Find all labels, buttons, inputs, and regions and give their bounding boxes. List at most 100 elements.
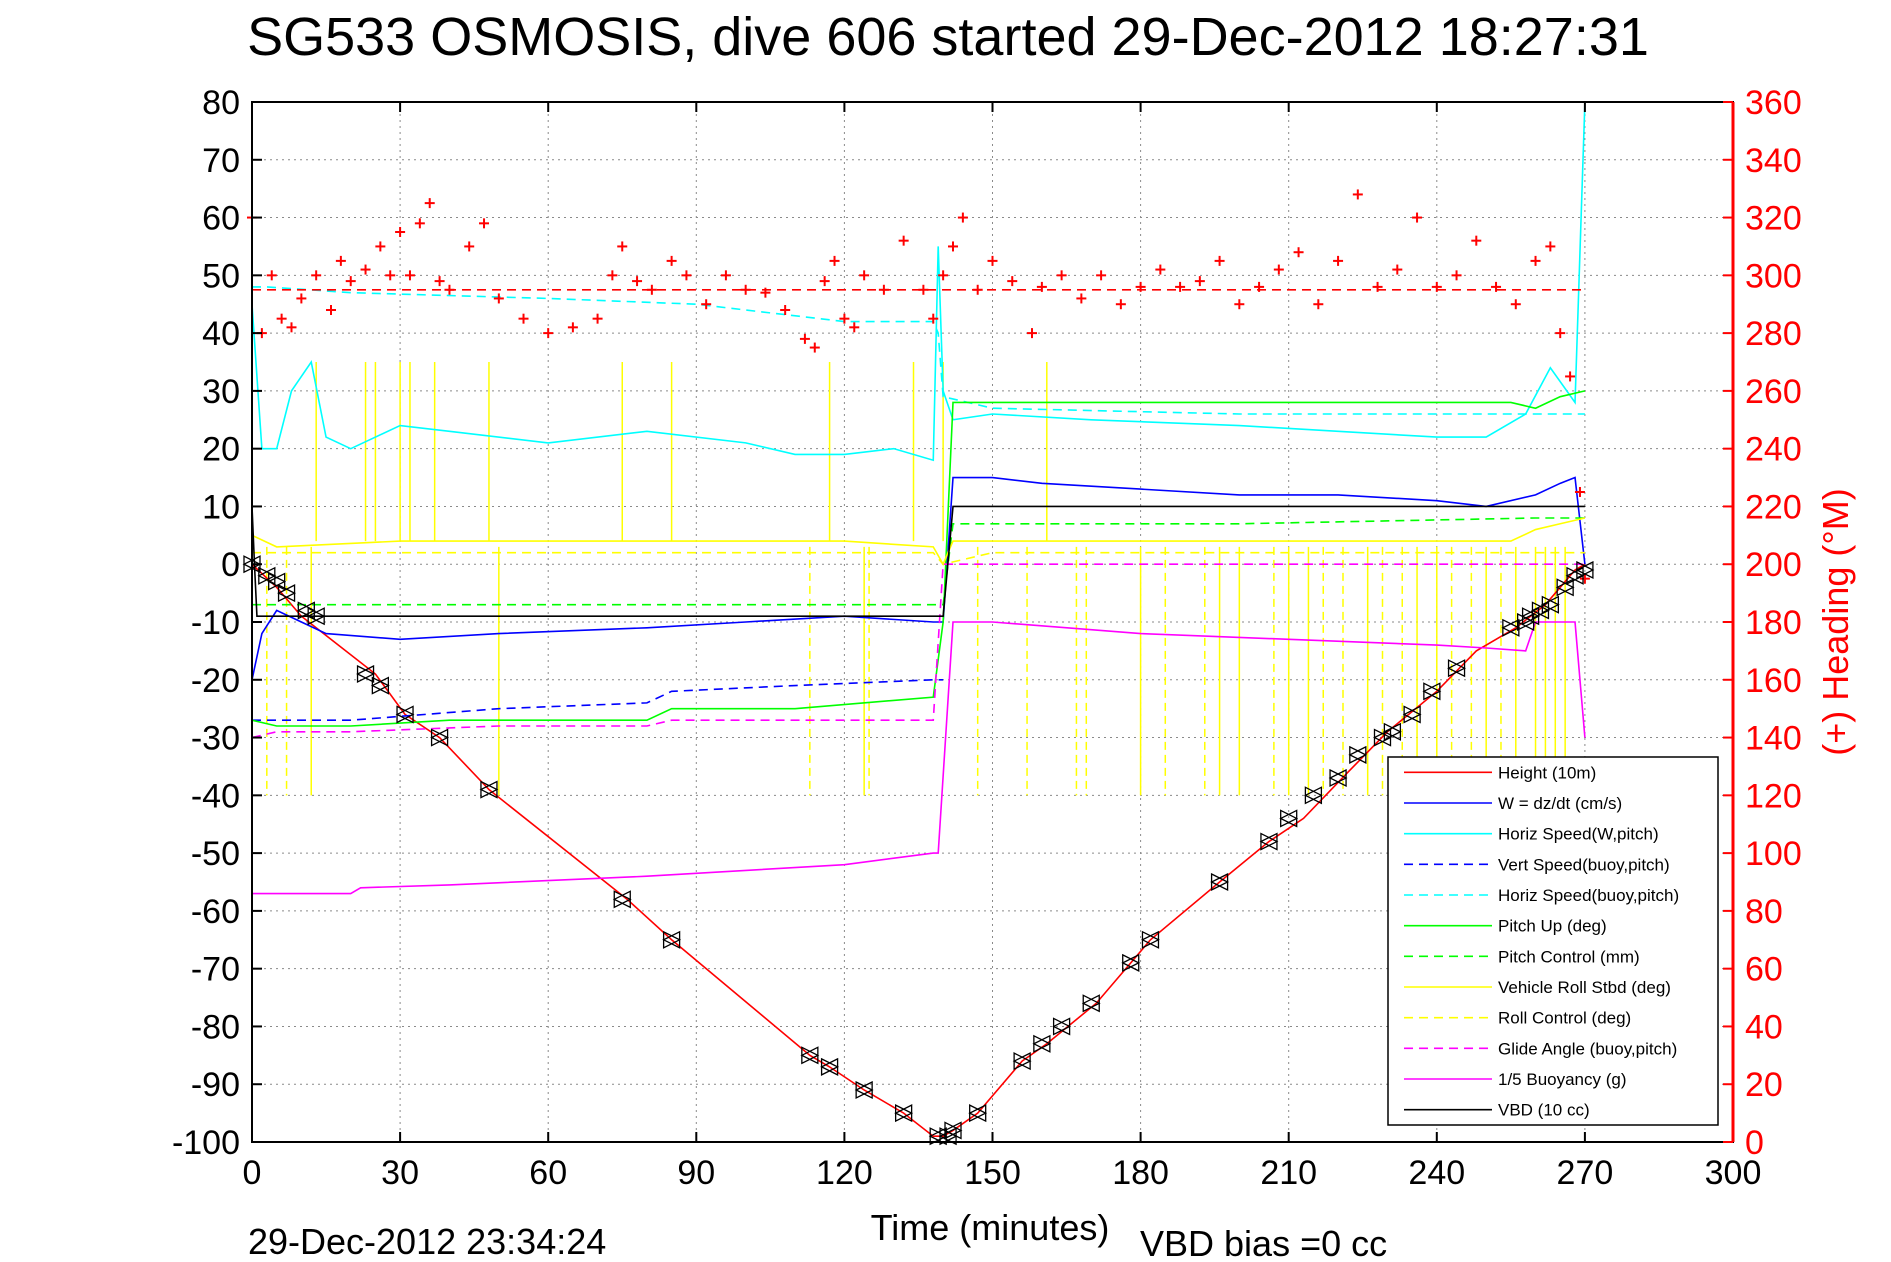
legend-box: [1387, 756, 1719, 1126]
depth-marker-left: [356, 664, 375, 684]
heading-point: [1333, 255, 1344, 266]
y2-tick-label: 140: [1745, 720, 1802, 758]
x-tick-label: 300: [1705, 1154, 1762, 1192]
depth-marker-left: [612, 890, 631, 909]
depth-marker-left: [1540, 595, 1559, 614]
heading-point: [414, 218, 425, 229]
depth-marker-left: [1328, 768, 1347, 788]
heading-point: [1214, 255, 1225, 266]
x-tick-label: 0: [243, 1154, 262, 1192]
y2-tick-label: 180: [1745, 604, 1802, 642]
heading-point: [345, 276, 356, 287]
depth-marker-left: [1521, 607, 1540, 626]
heading-point: [666, 255, 677, 266]
heading-point: [286, 322, 297, 333]
heading-point: [325, 305, 336, 315]
heading-point: [375, 241, 386, 252]
heading-point: [1056, 270, 1067, 281]
heading-point: [1565, 371, 1576, 382]
y-tick-label: -60: [191, 893, 240, 931]
heading-point: [1352, 189, 1363, 200]
y2-tick-label: 320: [1745, 200, 1802, 238]
depth-marker-left: [928, 1127, 947, 1146]
x-tick-label: 180: [1112, 1154, 1169, 1192]
y2-tick-label: 200: [1745, 546, 1802, 584]
depth-marker-left: [1121, 953, 1140, 972]
x-tick-label: 120: [816, 1154, 873, 1192]
heading-point: [543, 328, 554, 339]
depth-marker-left: [1575, 560, 1594, 580]
series-0-line: [251, 563, 1586, 1138]
depth-marker-left: [1259, 832, 1278, 851]
y2-tick-label: 120: [1745, 777, 1802, 815]
depth-marker-left: [968, 1104, 987, 1123]
y-tick-label: -90: [191, 1066, 240, 1104]
heading-point: [1194, 276, 1205, 287]
x-tick-label: 210: [1260, 1154, 1317, 1192]
depth-marker-left: [430, 728, 449, 747]
heading-point: [1096, 270, 1107, 281]
series-1-line: [251, 476, 1586, 680]
depth-marker-left: [1382, 722, 1402, 741]
y-tick-label: 60: [202, 200, 240, 238]
heading-point: [948, 241, 959, 252]
legend-label: Vert Speed(buoy,pitch): [1498, 855, 1670, 874]
depth-marker-left: [370, 676, 390, 695]
heading-point: [592, 313, 603, 324]
heading-point: [839, 313, 850, 324]
depth-marker-left: [1303, 786, 1323, 805]
y-tick-label: 20: [202, 431, 240, 469]
heading-point: [518, 313, 529, 324]
heading-point: [464, 241, 475, 252]
series-11-line: [251, 505, 1585, 618]
heading-point: [898, 235, 909, 246]
legend-label: Vehicle Roll Stbd (deg): [1498, 978, 1671, 997]
legend-label: Pitch Control (mm): [1498, 947, 1640, 966]
depth-marker-left: [306, 607, 325, 626]
x-tick-label: 90: [677, 1154, 715, 1192]
heading-point: [424, 198, 435, 209]
depth-marker-left: [1501, 618, 1520, 637]
heading-point: [701, 299, 712, 310]
depth-marker-left: [1279, 809, 1298, 828]
heading-point: [1555, 328, 1566, 339]
heading-point: [1155, 264, 1166, 275]
legend-label: Pitch Up (deg): [1498, 917, 1607, 936]
y-tick-label: -20: [191, 662, 240, 700]
x-tick-label: 30: [381, 1154, 419, 1192]
right-axis-label: (+) Heading (°M): [1815, 488, 1856, 755]
legend-label: VBD (10 cc): [1498, 1101, 1590, 1120]
y2-tick-label: 340: [1745, 142, 1802, 180]
y2-tick-label: 360: [1745, 84, 1802, 122]
heading-point: [1510, 299, 1521, 310]
heading-point: [360, 264, 371, 275]
depth-marker-left: [943, 1121, 962, 1140]
footer-vbd-bias: VBD bias =0 cc: [1140, 1223, 1387, 1262]
x-tick-label: 240: [1408, 1154, 1465, 1192]
legend-label: Glide Angle (buoy,pitch): [1498, 1039, 1677, 1058]
depth-marker-left: [1012, 1052, 1031, 1071]
series-9-line: [251, 563, 1585, 739]
heading-point: [617, 241, 628, 252]
y-tick-label: 10: [202, 488, 240, 526]
heading-point: [938, 270, 949, 281]
y-tick-label: 40: [202, 315, 240, 353]
heading-point: [1579, 573, 1590, 584]
y2-tick-label: 80: [1745, 893, 1783, 931]
depth-marker-left: [296, 601, 315, 620]
y2-tick-label: 300: [1745, 257, 1802, 295]
depth-marker-left: [894, 1104, 913, 1123]
depth-marker-left: [1052, 1017, 1071, 1036]
x-axis-label: Time (minutes): [871, 1207, 1110, 1248]
depth-marker-left: [479, 780, 498, 799]
heading-point: [434, 276, 445, 287]
legend-label: Horiz Speed(buoy,pitch): [1498, 886, 1679, 905]
heading-point: [1451, 270, 1462, 281]
depth-marker-left: [277, 584, 296, 603]
y2-tick-label: 220: [1745, 488, 1802, 526]
heading-point: [1026, 328, 1037, 339]
heading-point: [1234, 299, 1245, 310]
heading-point: [1007, 276, 1018, 287]
heading-point: [780, 305, 791, 315]
heading-point: [1530, 255, 1541, 266]
